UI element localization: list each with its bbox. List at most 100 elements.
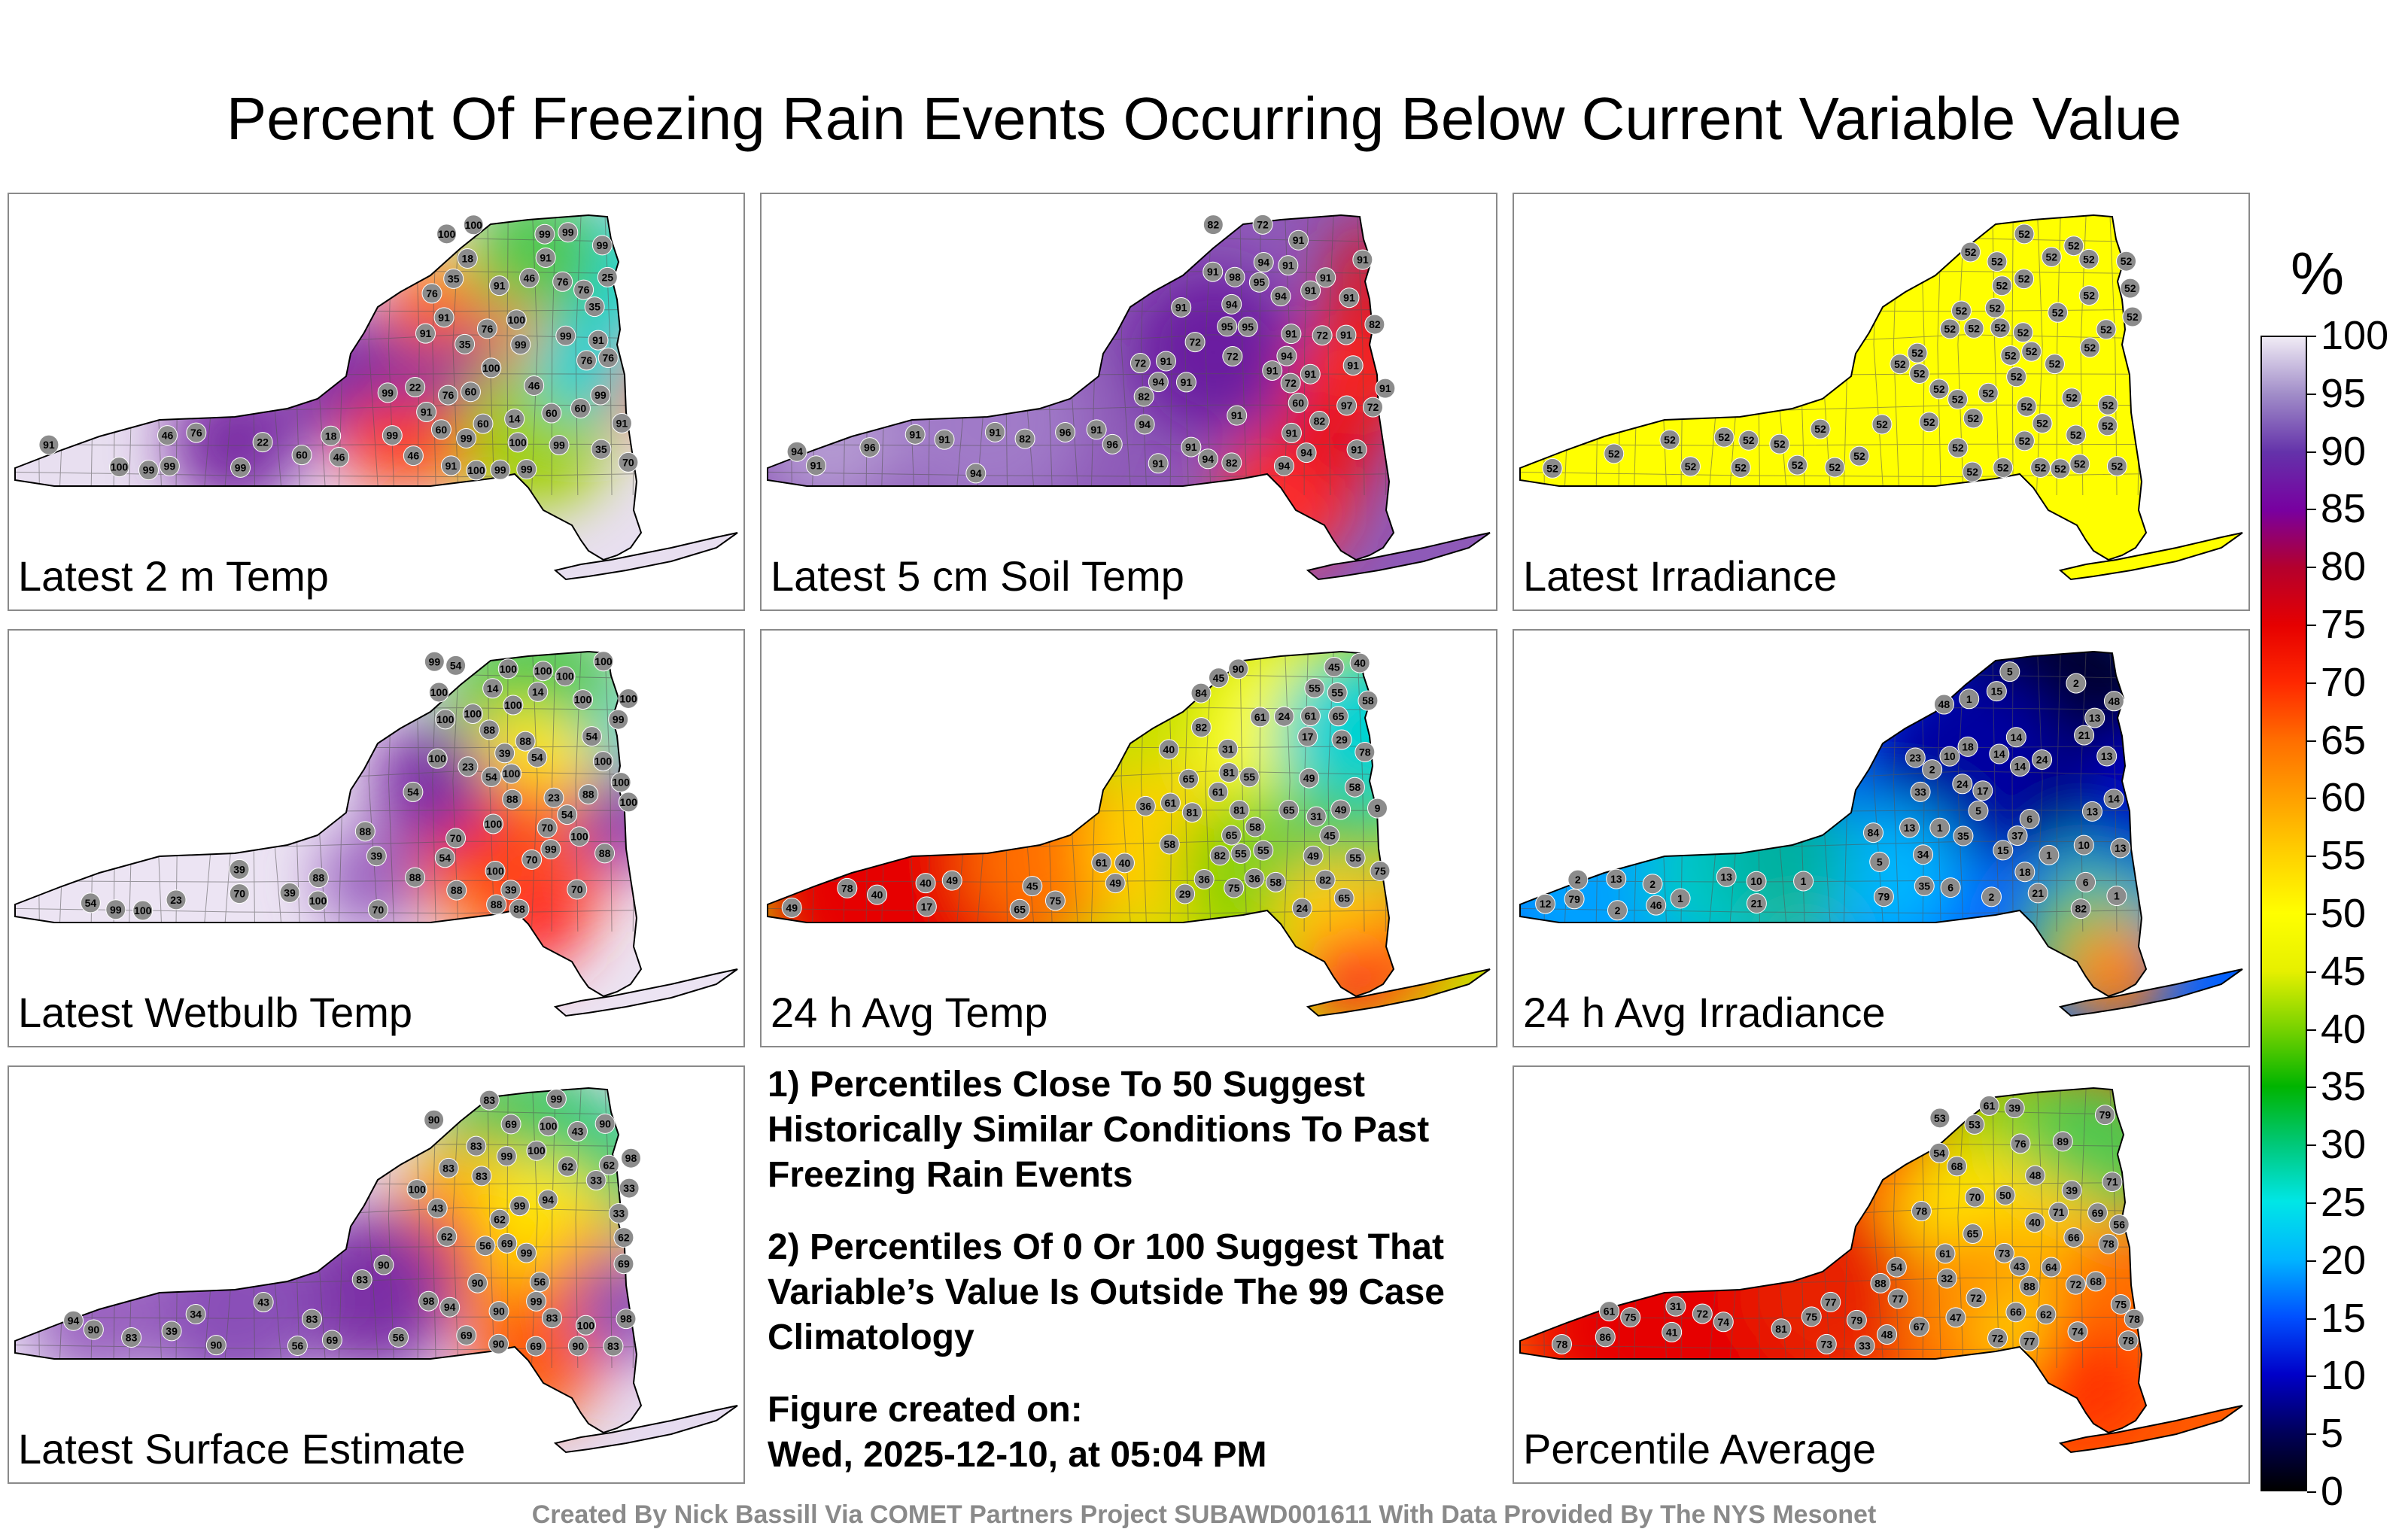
station-value: 94 — [1202, 453, 1214, 465]
station-value: 82 — [1208, 219, 1220, 231]
station-marker — [1134, 414, 1155, 435]
station-value: 55 — [1349, 852, 1361, 864]
station-value: 58 — [1249, 821, 1261, 833]
station-value: 52 — [2046, 251, 2058, 263]
colorbar-tick-mark — [2307, 856, 2316, 858]
station-marker — [421, 283, 442, 304]
station-marker — [1336, 395, 1358, 416]
station-marker — [230, 457, 251, 478]
station-value: 94 — [68, 1315, 80, 1327]
station-value: 81 — [1223, 767, 1235, 779]
station-marker — [1370, 860, 1391, 881]
station-marker — [373, 1254, 394, 1275]
station-value: 24 — [1956, 778, 1969, 790]
station-marker — [552, 271, 573, 292]
station-marker — [501, 763, 522, 784]
station-marker — [576, 350, 597, 371]
colorbar-tick: 50 — [2321, 891, 2367, 936]
station-marker — [1265, 871, 1286, 892]
station-marker — [2124, 1309, 2145, 1330]
note-2: 2) Percentiles Of 0 Or 100 Suggest That … — [768, 1227, 1445, 1357]
station-value: 88 — [599, 847, 611, 859]
station-value: 91 — [938, 433, 950, 445]
station-value: 23 — [462, 761, 474, 773]
station-marker — [1947, 389, 1969, 410]
colorbar-tick-mark — [2307, 336, 2316, 337]
station-marker — [1746, 893, 1767, 914]
station-value: 52 — [1997, 462, 2009, 474]
station-value: 52 — [1967, 412, 1979, 424]
station-markers: 2339145470233939235414881005410010010088… — [80, 651, 639, 921]
colorbar-tick-mark — [2307, 567, 2316, 569]
station-value: 97 — [1341, 400, 1353, 412]
station-value: 52 — [2020, 400, 2033, 412]
station-value: 52 — [2026, 345, 2038, 357]
station-marker — [481, 766, 502, 787]
panel-label: Latest 5 cm Soil Temp — [771, 552, 1184, 600]
station-marker — [1244, 868, 1265, 889]
station-value: 79 — [1851, 1314, 1863, 1326]
station-value: 100 — [620, 796, 638, 808]
station-marker — [588, 330, 609, 351]
station-marker — [406, 1179, 427, 1200]
station-marker — [2063, 1227, 2084, 1248]
station-value: 52 — [2127, 311, 2139, 323]
colorbar-tick: 80 — [2321, 544, 2367, 590]
station-value: 100 — [430, 686, 448, 698]
station-value: 91 — [1160, 355, 1172, 367]
station-marker — [1793, 871, 1814, 892]
station-marker — [1987, 1327, 2008, 1348]
filled-contours — [1520, 215, 2242, 579]
station-value: 79 — [2099, 1109, 2112, 1121]
station-marker — [1224, 877, 1245, 898]
station-value: 14 — [532, 685, 544, 698]
station-value: 76 — [581, 354, 593, 366]
station-value: 65 — [1226, 829, 1238, 841]
station-marker — [1237, 316, 1258, 337]
station-marker — [1315, 267, 1336, 288]
station-marker — [482, 813, 503, 834]
station-value: 13 — [1720, 871, 1732, 883]
station-value: 88 — [313, 872, 325, 884]
station-marker — [2048, 302, 2069, 323]
station-value: 100 — [509, 436, 527, 448]
station-marker — [2041, 246, 2062, 267]
colorbar-tick: 15 — [2321, 1295, 2367, 1341]
station-value: 99 — [597, 239, 609, 251]
state-outline — [14, 214, 643, 561]
station-marker — [1919, 412, 1940, 433]
station-value: 72 — [1970, 1292, 1982, 1304]
panel-percentile-average: 39 47 40 53 31 54 43 74 61 67 72 33 41 32 53 76 77 78 68 73… — [1513, 1065, 2250, 1484]
station-marker — [2081, 801, 2102, 822]
station-marker — [1270, 286, 1291, 307]
station-marker — [109, 457, 130, 478]
station-value: 52 — [2102, 399, 2115, 411]
station-marker — [489, 275, 510, 296]
colorbar-tick: 60 — [2321, 775, 2367, 821]
station-value: 83 — [546, 1312, 558, 1324]
station-value: 76 — [482, 323, 494, 335]
colorbar-tick: 0 — [2321, 1469, 2344, 1514]
station-value: 10 — [1750, 875, 1762, 887]
station-value: 78 — [2122, 1335, 2134, 1347]
station-marker — [2010, 1133, 2031, 1154]
station-value: 88 — [582, 789, 594, 801]
station-value: 46 — [333, 451, 345, 463]
station-value: 58 — [1270, 876, 1282, 888]
station-value: 52 — [1989, 302, 2001, 314]
station-marker — [1542, 457, 1563, 479]
station-value: 50 — [1999, 1189, 2011, 1201]
station-marker — [1184, 332, 1206, 353]
station-marker — [1229, 800, 1250, 821]
station-value: 83 — [476, 1170, 488, 1182]
station-marker — [1148, 453, 1169, 474]
station-value: 18 — [461, 252, 473, 264]
colorbar-tick-mark — [2307, 913, 2316, 915]
station-value: 35 — [588, 301, 600, 313]
station-marker — [466, 460, 487, 481]
station-value: 62 — [561, 1160, 573, 1172]
station-value: 52 — [2017, 327, 2029, 339]
state-outline — [553, 968, 738, 1017]
station-marker — [443, 268, 464, 289]
station-value: 23 — [170, 894, 182, 906]
